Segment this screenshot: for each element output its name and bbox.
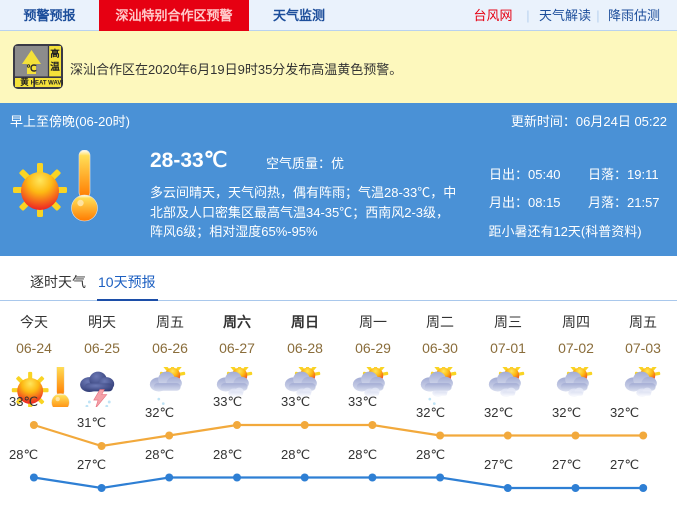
- svg-text:温: 温: [50, 61, 60, 73]
- svg-text:黄: 黄: [20, 77, 29, 87]
- svg-text:HEAT WAVE: HEAT WAVE: [31, 81, 63, 87]
- svg-text:高: 高: [50, 48, 60, 60]
- svg-text:℃: ℃: [26, 64, 37, 75]
